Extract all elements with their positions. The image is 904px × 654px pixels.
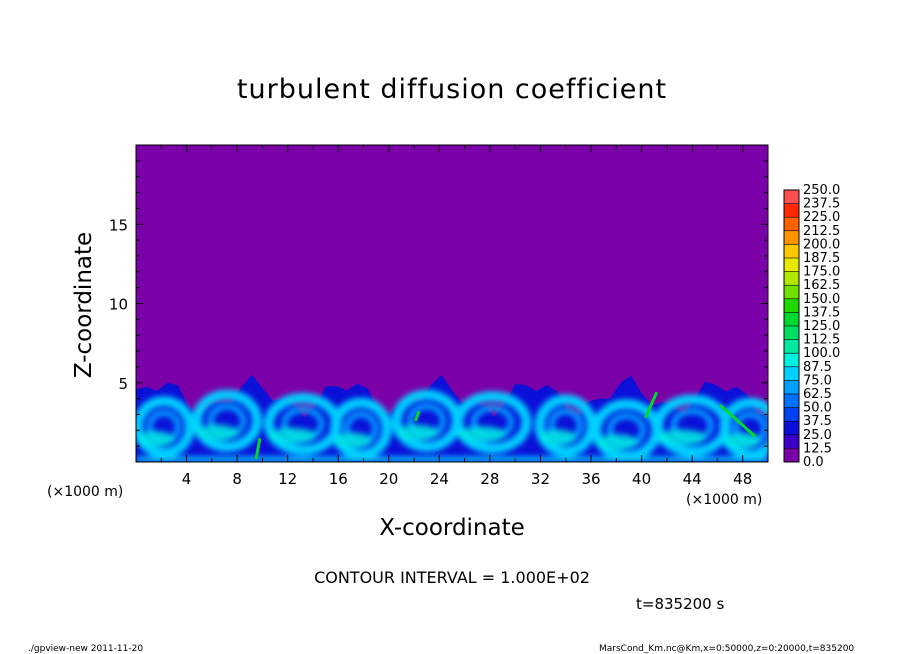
x-unit-label-left: (×1000 m) bbox=[47, 484, 124, 500]
colorbar-swatch bbox=[784, 244, 799, 258]
x-axis-title: X-coordinate bbox=[379, 515, 525, 541]
eddy-highlight bbox=[137, 430, 175, 447]
x-tick-label: 24 bbox=[430, 470, 449, 488]
colorbar-label: 125.0 bbox=[803, 319, 840, 334]
eddy-ring bbox=[329, 397, 392, 460]
colorbar-label: 137.5 bbox=[803, 305, 840, 320]
colorbar: 0.012.525.037.550.062.575.087.5100.0112.… bbox=[783, 183, 840, 470]
colorbar-label: 212.5 bbox=[803, 224, 840, 239]
colorbar-swatch bbox=[784, 190, 799, 204]
eddy-ring bbox=[136, 396, 195, 459]
x-tick-label: 20 bbox=[379, 470, 398, 488]
eddy-ring bbox=[534, 394, 597, 457]
colorbar-swatch bbox=[784, 366, 799, 381]
eddy-highlight bbox=[539, 429, 577, 446]
eddy-highlight bbox=[396, 424, 439, 441]
colorbar-swatch bbox=[784, 380, 799, 394]
colorbar-label: 237.5 bbox=[803, 197, 840, 212]
x-tick-label: 48 bbox=[733, 470, 752, 488]
eddy-highlight bbox=[724, 432, 761, 449]
turbulent-field-layer bbox=[136, 374, 768, 462]
x-tick-label: 4 bbox=[182, 470, 192, 488]
eddy-ring bbox=[192, 389, 263, 452]
y-axis-ticks: 5 10 15 bbox=[109, 160, 768, 447]
contour-patch bbox=[644, 391, 659, 419]
near-surface-band bbox=[136, 456, 768, 462]
colorbar-label: 200.0 bbox=[803, 237, 840, 252]
colorbar-swatch bbox=[784, 434, 799, 449]
eddy-highlight bbox=[658, 429, 706, 446]
colorbar-swatch bbox=[784, 394, 799, 408]
colorbar-swatch bbox=[784, 203, 799, 218]
colorbar-label: 162.5 bbox=[803, 278, 840, 293]
colorbar-swatch bbox=[784, 217, 799, 231]
colorbar-swatch bbox=[784, 258, 799, 272]
colorbar-label: 112.5 bbox=[803, 333, 840, 348]
colorbar-label: 75.0 bbox=[803, 373, 832, 388]
colorbar-label: 0.0 bbox=[803, 455, 824, 470]
x-tick-label: 16 bbox=[329, 470, 348, 488]
x-axis-ticks: 4 8 12 16 20 24 28 32 36 40 44 48 bbox=[160, 145, 752, 488]
footer-left: ./gpview-new 2011-11-20 bbox=[28, 644, 144, 654]
colorbar-label: 12.5 bbox=[803, 441, 832, 456]
contour-patch bbox=[254, 437, 262, 460]
colorbar-label: 50.0 bbox=[803, 401, 832, 416]
contour-patch bbox=[413, 410, 421, 422]
colorbar-swatch bbox=[784, 271, 799, 286]
colorbar-label: 62.5 bbox=[803, 387, 832, 402]
chart-title: turbulent diffusion coefficient bbox=[236, 74, 668, 105]
x-tick-label: 8 bbox=[232, 470, 242, 488]
x-tick-label: 36 bbox=[581, 470, 600, 488]
colorbar-label: 250.0 bbox=[803, 183, 840, 198]
eddy-ring bbox=[719, 397, 768, 460]
time-label: t=835200 s bbox=[636, 595, 725, 613]
colorbar-label: 150.0 bbox=[803, 292, 840, 307]
colorbar-label: 37.5 bbox=[803, 414, 832, 429]
contour-patch bbox=[718, 403, 757, 438]
plot-area bbox=[135, 144, 769, 463]
colorbar-swatch bbox=[784, 230, 799, 245]
eddy-ring bbox=[453, 391, 532, 454]
colorbar-swatch bbox=[784, 339, 799, 354]
x-tick-label: 44 bbox=[683, 470, 702, 488]
footer-right: MarsCond_Km.nc@Km,x=0:50000,z=0:20000,t=… bbox=[599, 644, 855, 654]
x-tick-label: 32 bbox=[531, 470, 550, 488]
x-unit-label-right: (×1000 m) bbox=[686, 492, 763, 508]
turbulent-eddies bbox=[136, 389, 768, 462]
colorbar-swatch bbox=[784, 448, 799, 462]
y-tick-label: 10 bbox=[109, 296, 128, 314]
y-tick-label: 15 bbox=[109, 216, 128, 234]
colorbar-swatch bbox=[784, 421, 799, 435]
colorbar-label: 187.5 bbox=[803, 251, 840, 266]
colorbar-swatch bbox=[784, 407, 799, 422]
colorbar-swatch bbox=[784, 298, 799, 313]
eddy-highlight bbox=[197, 424, 240, 441]
colorbar-label: 87.5 bbox=[803, 360, 832, 375]
colorbar-label: 175.0 bbox=[803, 265, 840, 280]
colorbar-swatch bbox=[784, 326, 799, 340]
colorbar-swatch bbox=[784, 285, 799, 299]
eddy-highlight bbox=[458, 426, 507, 443]
colorbar-label: 100.0 bbox=[803, 346, 840, 361]
x-tick-label: 12 bbox=[278, 470, 297, 488]
x-tick-label: 40 bbox=[632, 470, 651, 488]
y-tick-label: 5 bbox=[118, 375, 128, 393]
x-tick-label: 28 bbox=[480, 470, 499, 488]
y-axis-title: Z-coordinate bbox=[71, 231, 97, 379]
eddy-highlight bbox=[268, 427, 317, 444]
colorbar-swatch bbox=[784, 353, 799, 367]
contour-interval-label: CONTOUR INTERVAL = 1.000E+02 bbox=[314, 568, 590, 587]
colorbar-label: 225.0 bbox=[803, 210, 840, 225]
eddy-highlight bbox=[334, 432, 372, 449]
eddy-highlight bbox=[596, 434, 639, 450]
colorbar-label: 25.0 bbox=[803, 428, 832, 443]
colorbar-swatch bbox=[784, 312, 799, 326]
